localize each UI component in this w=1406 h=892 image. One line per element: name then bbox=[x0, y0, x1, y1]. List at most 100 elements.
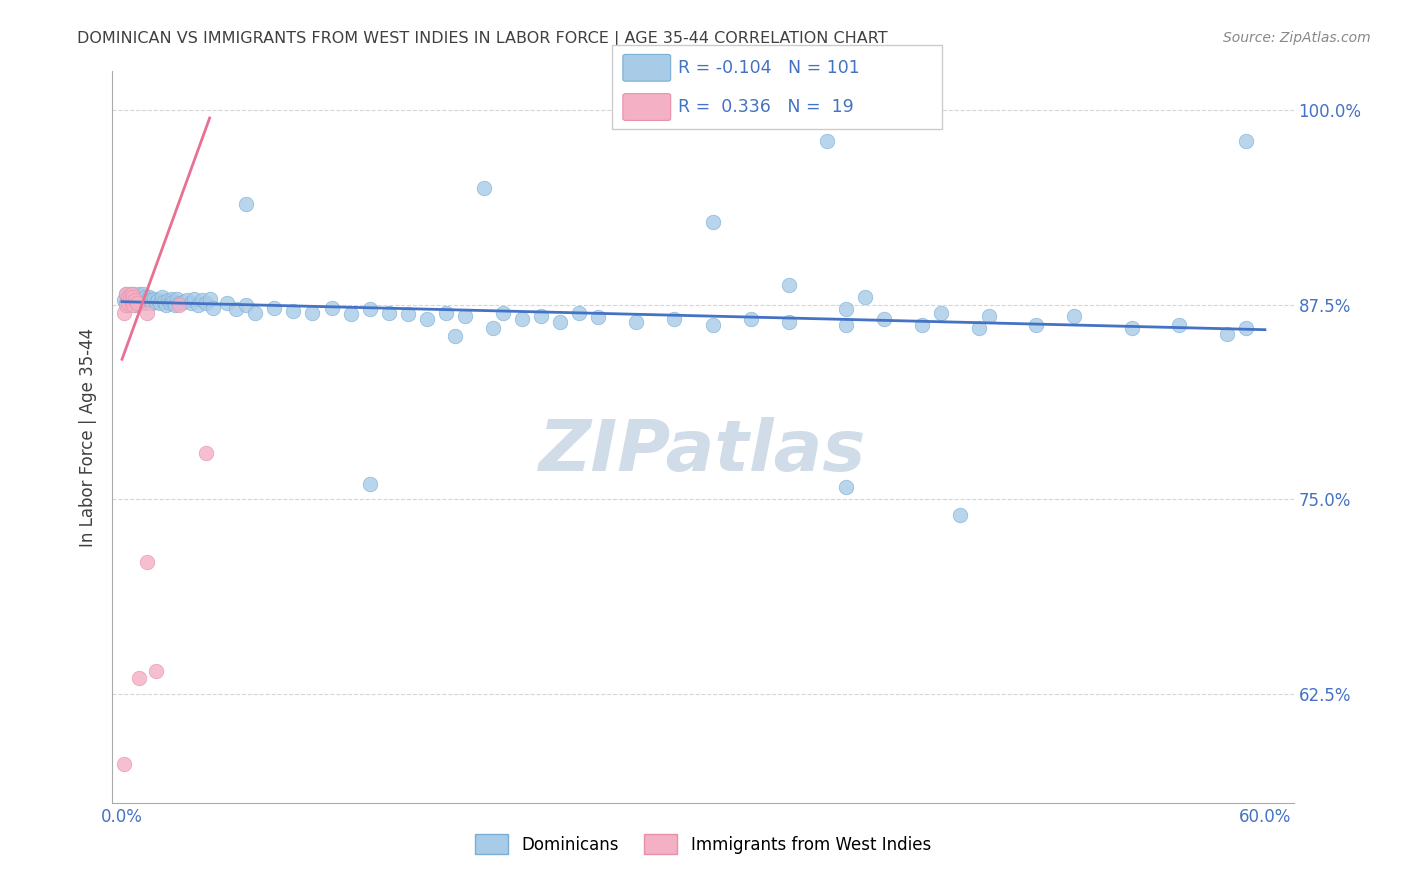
Point bbox=[967, 321, 990, 335]
Point bbox=[194, 445, 217, 459]
Point bbox=[202, 301, 225, 315]
Point bbox=[568, 305, 591, 319]
Point bbox=[132, 286, 155, 301]
Point bbox=[183, 292, 205, 306]
Point bbox=[145, 294, 167, 309]
Point bbox=[135, 294, 157, 309]
Point bbox=[434, 305, 457, 319]
Point bbox=[150, 290, 173, 304]
Point bbox=[117, 298, 139, 312]
Point bbox=[139, 293, 162, 307]
Point bbox=[235, 196, 257, 211]
Point bbox=[122, 294, 145, 309]
Point bbox=[112, 305, 135, 319]
Point bbox=[134, 296, 156, 310]
Point bbox=[949, 508, 972, 522]
Point bbox=[124, 298, 146, 312]
Point bbox=[482, 321, 505, 335]
Point bbox=[977, 309, 1000, 323]
Point bbox=[444, 329, 467, 343]
Point bbox=[145, 664, 167, 678]
Y-axis label: In Labor Force | Age 35-44: In Labor Force | Age 35-44 bbox=[79, 327, 97, 547]
Point bbox=[129, 296, 152, 310]
Legend: Dominicans, Immigrants from West Indies: Dominicans, Immigrants from West Indies bbox=[468, 828, 938, 860]
Point bbox=[873, 311, 896, 326]
Point bbox=[124, 290, 146, 304]
Point bbox=[778, 315, 800, 329]
Point bbox=[396, 307, 419, 321]
Point bbox=[702, 215, 724, 229]
Point bbox=[586, 310, 609, 325]
Point bbox=[359, 476, 381, 491]
Point bbox=[127, 296, 149, 310]
Point bbox=[129, 290, 152, 304]
Point bbox=[159, 296, 181, 310]
Point bbox=[235, 298, 257, 312]
Point bbox=[121, 294, 143, 309]
Point bbox=[162, 294, 184, 309]
Point bbox=[114, 296, 136, 310]
Point bbox=[141, 296, 163, 310]
Point bbox=[128, 294, 150, 309]
Point bbox=[245, 305, 267, 319]
Point bbox=[416, 311, 439, 326]
Point bbox=[172, 294, 194, 309]
Point bbox=[117, 290, 139, 304]
Point bbox=[472, 181, 495, 195]
Point bbox=[853, 290, 876, 304]
Point bbox=[143, 292, 166, 306]
Point bbox=[191, 293, 214, 307]
Point bbox=[121, 286, 143, 301]
Point bbox=[510, 311, 533, 326]
Point bbox=[835, 302, 858, 317]
Point bbox=[138, 290, 160, 304]
Point bbox=[121, 293, 143, 307]
Text: R =  0.336   N =  19: R = 0.336 N = 19 bbox=[678, 98, 853, 116]
Point bbox=[454, 309, 477, 323]
Point bbox=[626, 315, 648, 329]
Point bbox=[929, 305, 952, 319]
Point bbox=[225, 302, 247, 317]
Point bbox=[301, 305, 323, 319]
Point bbox=[176, 293, 198, 307]
Text: ZIPatlas: ZIPatlas bbox=[540, 417, 866, 486]
Point bbox=[117, 296, 139, 310]
Point bbox=[377, 305, 399, 319]
Point bbox=[166, 292, 188, 306]
Point bbox=[1234, 135, 1257, 149]
Point bbox=[118, 290, 141, 304]
Point bbox=[835, 480, 858, 494]
Point bbox=[121, 296, 143, 310]
Point bbox=[548, 315, 571, 329]
Point bbox=[117, 290, 139, 304]
Point bbox=[153, 294, 176, 309]
Point bbox=[167, 298, 190, 312]
Point bbox=[114, 286, 136, 301]
Point bbox=[127, 292, 149, 306]
Point bbox=[114, 298, 136, 312]
Point bbox=[112, 756, 135, 771]
Point bbox=[149, 296, 172, 310]
Point bbox=[1216, 327, 1239, 342]
Point bbox=[911, 318, 934, 332]
Text: R = -0.104   N = 101: R = -0.104 N = 101 bbox=[678, 59, 859, 77]
Point bbox=[112, 293, 135, 307]
Point bbox=[118, 292, 141, 306]
Point bbox=[124, 293, 146, 307]
Point bbox=[122, 298, 145, 312]
Text: Source: ZipAtlas.com: Source: ZipAtlas.com bbox=[1223, 31, 1371, 45]
Point bbox=[135, 305, 157, 319]
Point bbox=[835, 318, 858, 332]
Point bbox=[180, 296, 202, 310]
Point bbox=[198, 292, 221, 306]
Point bbox=[321, 301, 343, 315]
Point bbox=[530, 309, 553, 323]
Point bbox=[167, 296, 190, 310]
Point bbox=[132, 293, 155, 307]
Point bbox=[165, 298, 187, 312]
Point bbox=[359, 302, 381, 317]
Point bbox=[187, 298, 209, 312]
Point bbox=[155, 298, 177, 312]
Point bbox=[339, 307, 361, 321]
Point bbox=[1234, 321, 1257, 335]
